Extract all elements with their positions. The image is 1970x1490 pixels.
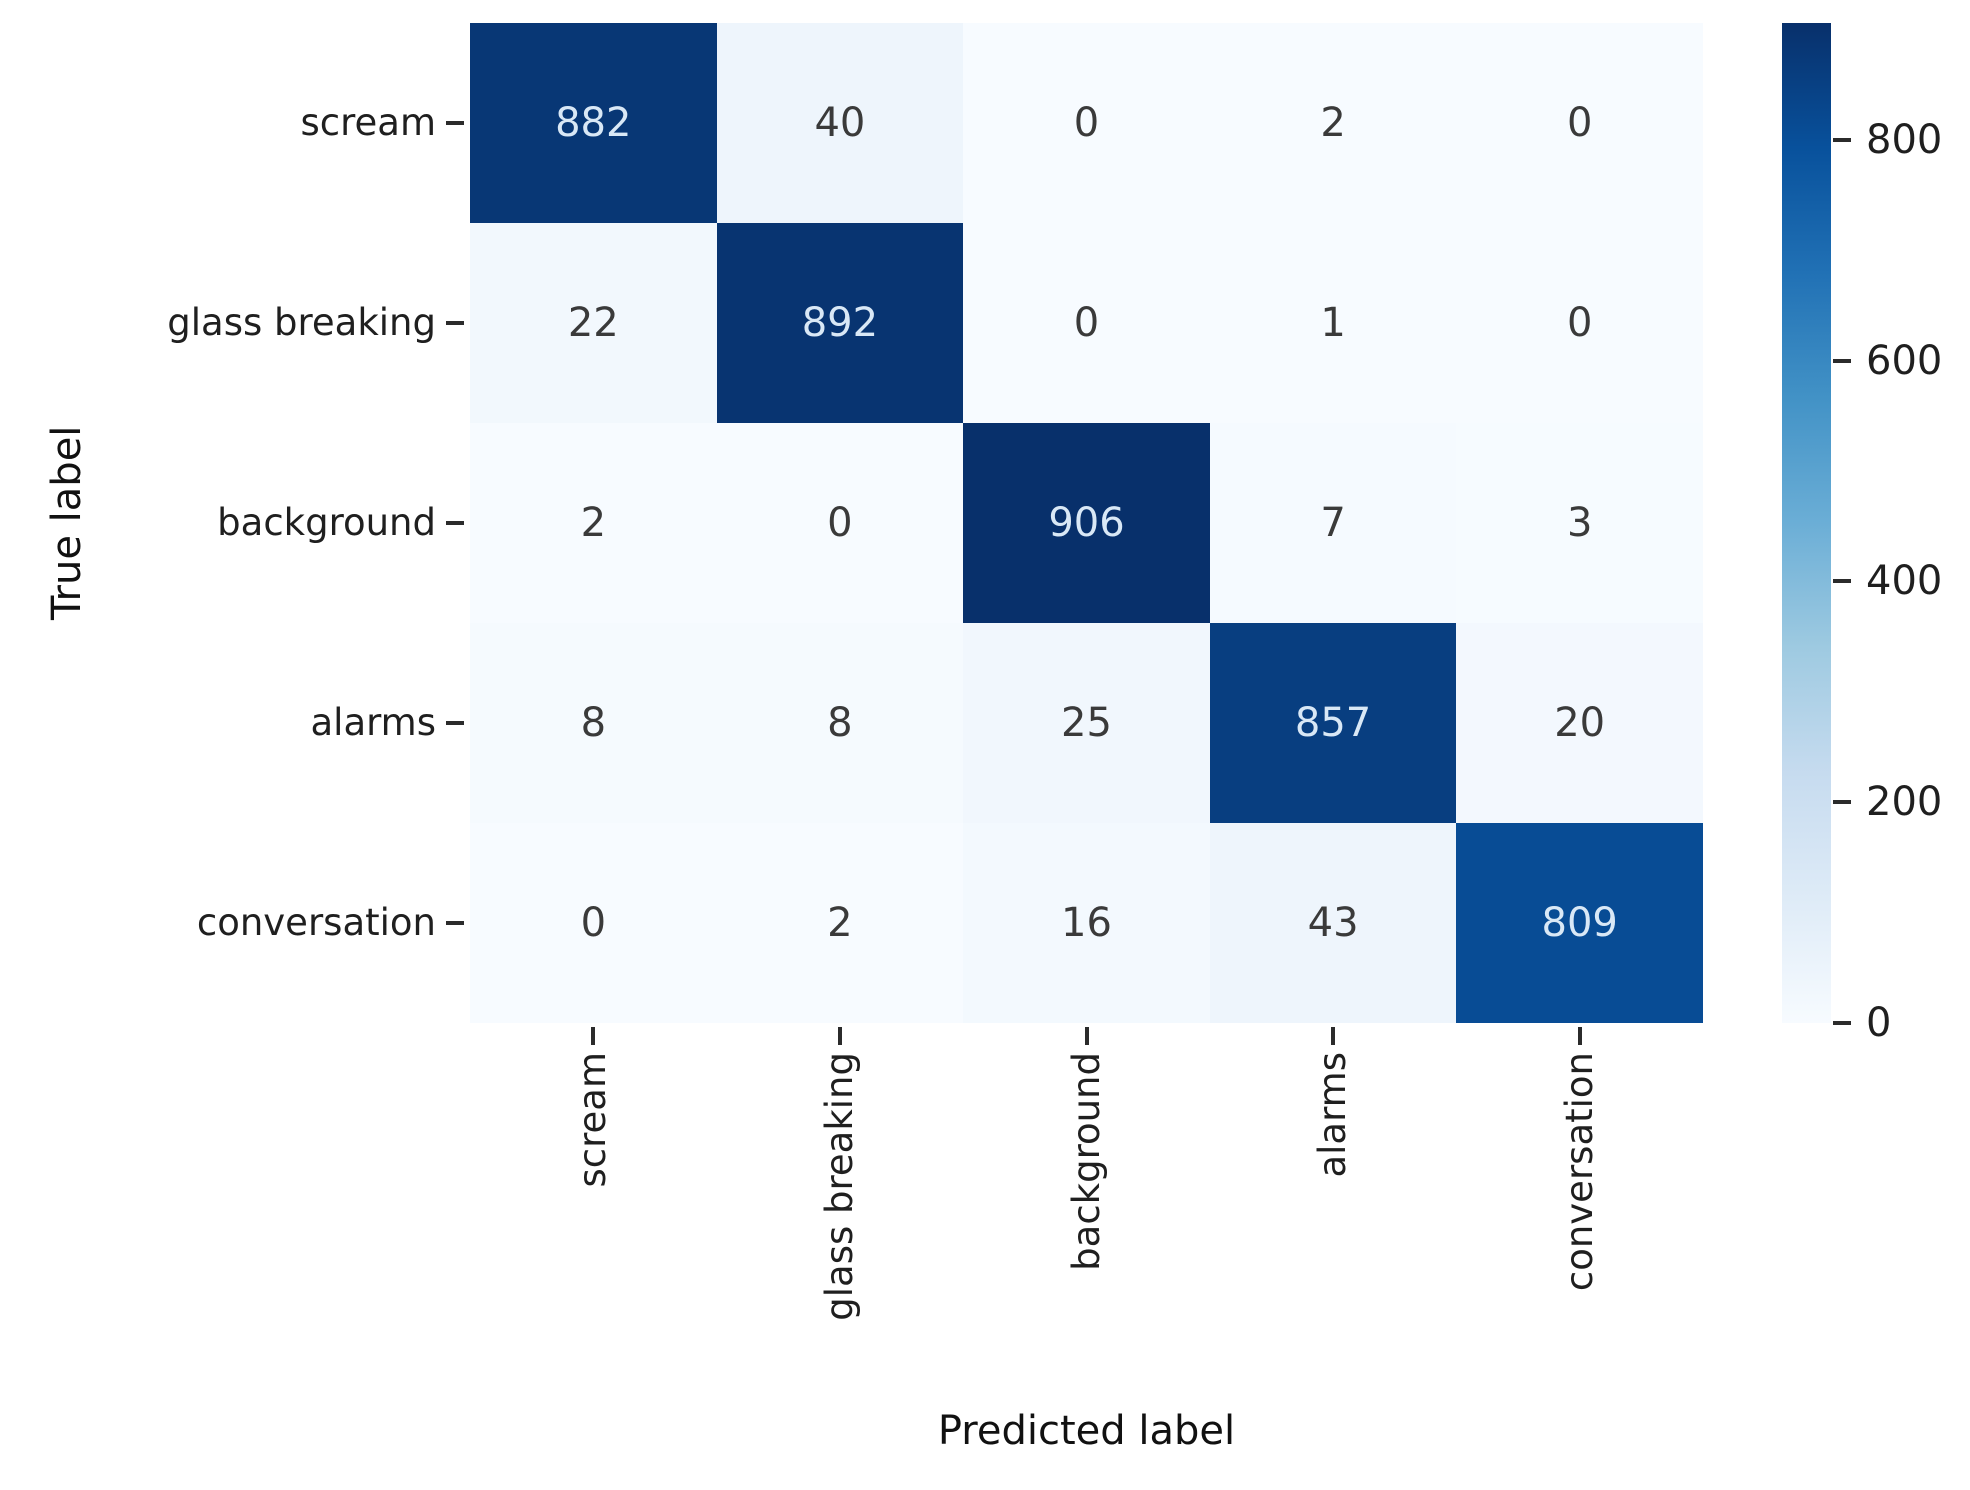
colorbar-tick-mark: [1833, 1021, 1851, 1025]
colorbar-tick-mark: [1833, 800, 1851, 805]
heatmap-cell-scream-background: 0: [963, 23, 1210, 223]
x-tick-mark: [1577, 1027, 1582, 1045]
colorbar-tick-mark: [1833, 137, 1851, 142]
heatmap-cell-scream-glass breaking: 40: [716, 23, 964, 223]
y-tick-mark: [446, 521, 464, 525]
heatmap-cell-alarms-background: 25: [963, 623, 1210, 823]
heatmap-cell-alarms-conversation: 20: [1456, 623, 1703, 823]
colorbar-tick-label: 600: [1866, 337, 1943, 384]
heatmap-cell-conversation-alarms: 43: [1209, 823, 1457, 1023]
x-tick-label-alarms: alarms: [1311, 1052, 1355, 1178]
heatmap-cell-alarms-scream: 8: [470, 623, 717, 823]
x-tick-mark: [837, 1027, 842, 1045]
heatmap-cell-glass breaking-conversation: 0: [1456, 223, 1703, 423]
heatmap-cell-glass breaking-background: 0: [963, 223, 1210, 423]
y-axis-title: True label: [44, 425, 90, 621]
heatmap-cell-alarms-alarms: 857: [1209, 623, 1457, 823]
y-tick-label-alarms: alarms: [310, 701, 436, 744]
heatmap-cell-background-conversation: 3: [1456, 423, 1703, 623]
colorbar-tick-mark: [1833, 579, 1851, 584]
x-tick-mark: [1331, 1027, 1336, 1045]
y-tick-mark: [446, 721, 464, 725]
heatmap-cell-background-scream: 2: [470, 423, 717, 623]
heatmap-cell-background-glass breaking: 0: [716, 423, 964, 623]
y-tick-mark: [446, 121, 464, 125]
y-tick-label-scream: scream: [300, 101, 437, 144]
heatmap-cell-glass breaking-alarms: 1: [1209, 223, 1457, 423]
heatmap-cell-scream-scream: 882: [470, 23, 717, 223]
y-tick-mark: [446, 921, 464, 925]
heatmap-cell-background-background: 906: [963, 423, 1210, 623]
y-tick-label-background: background: [217, 501, 436, 544]
y-tick-label-glass-breaking: glass breaking: [167, 301, 436, 344]
heatmap-cell-scream-conversation: 0: [1456, 23, 1703, 223]
colorbar-tick-mark: [1833, 358, 1851, 363]
x-tick-label-conversation: conversation: [1557, 1052, 1601, 1292]
x-tick-mark: [1084, 1027, 1089, 1045]
heatmap-cell-alarms-glass breaking: 8: [716, 623, 964, 823]
colorbar-tick-label: 800: [1866, 116, 1943, 163]
colorbar: [1782, 23, 1831, 1023]
heatmap-cell-background-alarms: 7: [1209, 423, 1457, 623]
heatmap-cell-scream-alarms: 2: [1209, 23, 1457, 223]
x-tick-mark: [591, 1027, 596, 1045]
colorbar-tick-label: 400: [1866, 558, 1943, 605]
x-tick-label-glass-breaking: glass breaking: [817, 1052, 861, 1321]
colorbar-tick-label: 200: [1866, 779, 1943, 826]
y-tick-label-conversation: conversation: [196, 901, 436, 944]
x-tick-label-scream: scream: [571, 1052, 615, 1188]
heatmap-cell-conversation-conversation: 809: [1456, 823, 1703, 1023]
heatmap-grid: 882 40 0 2 0 22 892 0 1 0 2 0 906 7 3 8 8 25 857 20 0 2 16 43 80…: [470, 23, 1703, 1023]
x-axis-title: Predicted label: [937, 1408, 1236, 1454]
y-tick-mark: [446, 321, 464, 325]
colorbar-tick-label: 0: [1866, 1000, 1892, 1046]
heatmap-cell-conversation-background: 16: [963, 823, 1210, 1023]
x-tick-label-background: background: [1064, 1052, 1108, 1271]
heatmap-cell-glass breaking-scream: 22: [470, 223, 717, 423]
heatmap-cell-conversation-scream: 0: [470, 823, 717, 1023]
heatmap-cell-conversation-glass breaking: 2: [716, 823, 964, 1023]
heatmap-cell-glass breaking-glass breaking: 892: [716, 223, 964, 423]
